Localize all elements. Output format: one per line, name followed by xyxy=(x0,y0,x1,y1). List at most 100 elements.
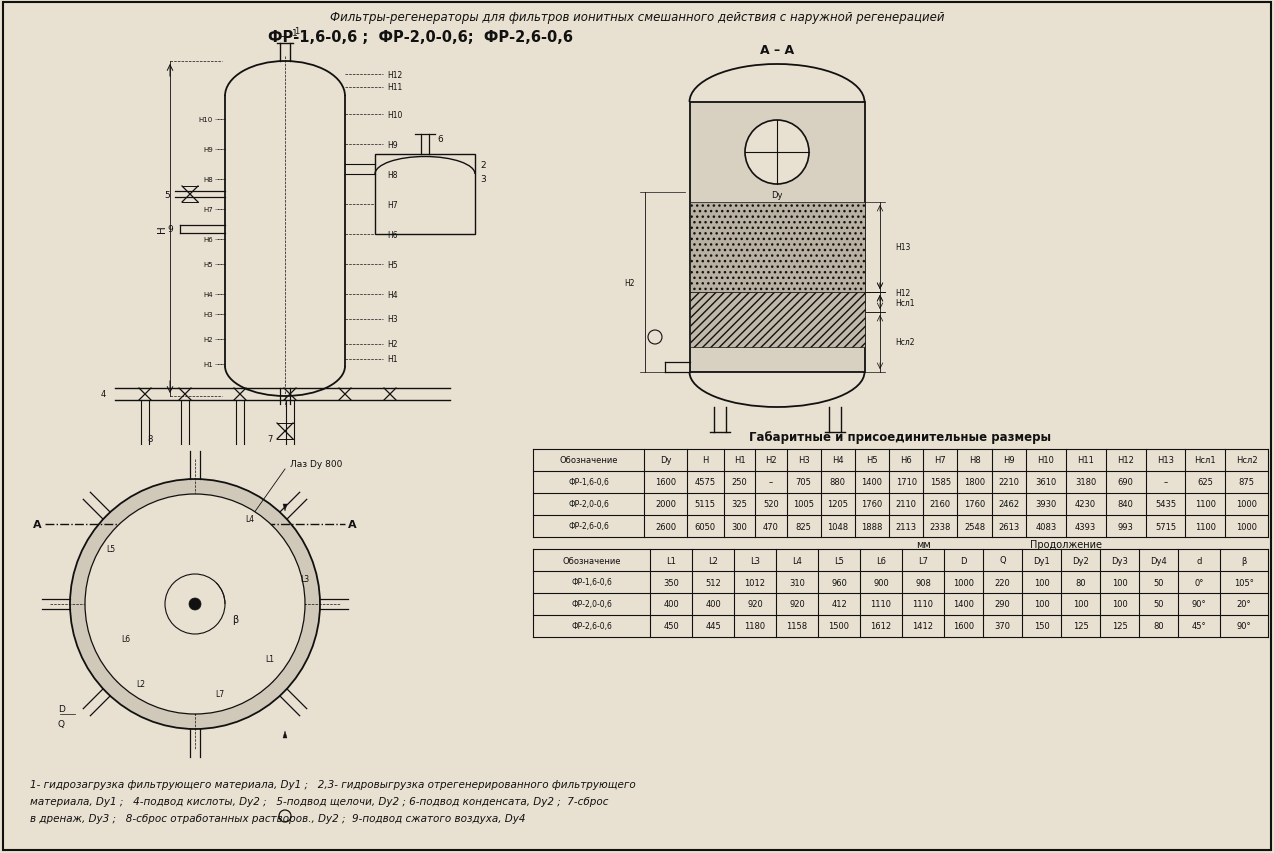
Text: H9: H9 xyxy=(387,141,397,149)
Text: H8: H8 xyxy=(387,171,397,179)
Text: Нсл1: Нсл1 xyxy=(1195,456,1217,465)
Text: L6: L6 xyxy=(121,635,130,644)
Text: Обозначение: Обозначение xyxy=(562,556,620,565)
Text: H11: H11 xyxy=(387,84,403,92)
Text: 625: 625 xyxy=(1198,478,1213,487)
Text: ФР-1,6-0,6: ФР-1,6-0,6 xyxy=(571,577,612,587)
Text: H7: H7 xyxy=(204,206,213,212)
Text: H7: H7 xyxy=(387,200,397,209)
Text: 5715: 5715 xyxy=(1154,522,1176,531)
Text: 4393: 4393 xyxy=(1075,522,1097,531)
Text: Лаз Dy 800: Лаз Dy 800 xyxy=(290,460,343,469)
Text: Н13: Н13 xyxy=(896,243,911,252)
Text: 2160: 2160 xyxy=(930,500,950,509)
Text: 3930: 3930 xyxy=(1036,500,1056,509)
Text: 9: 9 xyxy=(167,225,173,235)
Text: 5435: 5435 xyxy=(1154,500,1176,509)
Polygon shape xyxy=(283,504,287,512)
Text: 400: 400 xyxy=(664,600,679,609)
Text: H2: H2 xyxy=(387,340,397,349)
Text: Нсл2: Нсл2 xyxy=(1236,456,1257,465)
Text: ФР-2,0-0,6: ФР-2,0-0,6 xyxy=(568,500,609,509)
Text: Q: Q xyxy=(59,720,65,728)
Text: мм: мм xyxy=(916,539,931,549)
Text: H10: H10 xyxy=(387,110,403,119)
Text: 1- гидрозагрузка фильтрующего материала, Dy1 ;   2,3- гидровыгрузка отрегенериро: 1- гидрозагрузка фильтрующего материала,… xyxy=(31,779,636,789)
Text: 0°: 0° xyxy=(1194,577,1204,587)
Text: 1600: 1600 xyxy=(655,478,676,487)
Text: Dy4: Dy4 xyxy=(1150,556,1167,565)
Text: 512: 512 xyxy=(705,577,721,587)
Text: L4: L4 xyxy=(792,556,801,565)
Text: 100: 100 xyxy=(1112,600,1127,609)
Text: 45°: 45° xyxy=(1191,622,1206,630)
Text: 1: 1 xyxy=(292,30,298,38)
Text: H1: H1 xyxy=(734,456,745,465)
Text: H3: H3 xyxy=(204,311,213,317)
Text: H11: H11 xyxy=(1078,456,1094,465)
Text: H5: H5 xyxy=(204,262,213,268)
Text: H12: H12 xyxy=(387,71,403,79)
Text: 2113: 2113 xyxy=(896,522,917,531)
Text: 100: 100 xyxy=(1033,577,1050,587)
Text: 290: 290 xyxy=(995,600,1010,609)
Text: H5: H5 xyxy=(387,260,397,270)
Text: А – А: А – А xyxy=(759,44,794,56)
Text: 1500: 1500 xyxy=(828,622,850,630)
Bar xyxy=(691,103,865,373)
Text: 1100: 1100 xyxy=(1195,500,1215,509)
Text: L7: L7 xyxy=(215,690,224,699)
Text: H6: H6 xyxy=(901,456,912,465)
Text: Продолжение: Продолжение xyxy=(1029,539,1102,549)
Text: ФР-2,6-0,6: ФР-2,6-0,6 xyxy=(571,622,612,630)
Text: L5: L5 xyxy=(834,556,843,565)
Text: ФР-2,0-0,6: ФР-2,0-0,6 xyxy=(571,600,612,609)
Text: L4: L4 xyxy=(245,515,254,524)
Text: 370: 370 xyxy=(995,622,1010,630)
Text: 250: 250 xyxy=(731,478,748,487)
Text: 400: 400 xyxy=(705,600,721,609)
Text: H9: H9 xyxy=(1003,456,1014,465)
Text: H8: H8 xyxy=(204,177,213,183)
Text: L3: L3 xyxy=(299,575,310,583)
Text: 705: 705 xyxy=(796,478,812,487)
Text: L1: L1 xyxy=(265,655,274,664)
Text: H2: H2 xyxy=(204,337,213,343)
Circle shape xyxy=(745,121,809,185)
Text: 1400: 1400 xyxy=(953,600,975,609)
Text: 1000: 1000 xyxy=(1236,522,1257,531)
Text: 1800: 1800 xyxy=(964,478,985,487)
Text: 220: 220 xyxy=(995,577,1010,587)
Text: 875: 875 xyxy=(1238,478,1255,487)
Text: 880: 880 xyxy=(829,478,846,487)
Text: Dy: Dy xyxy=(771,190,782,200)
Text: 2000: 2000 xyxy=(655,500,676,509)
Text: 1110: 1110 xyxy=(912,600,934,609)
Text: H8: H8 xyxy=(968,456,981,465)
Text: –: – xyxy=(1163,478,1167,487)
Text: ФР-1,6-0,6 ;  ФР-2,0-0,6;  ФР-2,6-0,6: ФР-1,6-0,6 ; ФР-2,0-0,6; ФР-2,6-0,6 xyxy=(268,31,572,45)
Text: 3180: 3180 xyxy=(1075,478,1097,487)
Text: H4: H4 xyxy=(832,456,843,465)
Text: 90°: 90° xyxy=(1237,622,1251,630)
Text: H6: H6 xyxy=(387,230,397,239)
Text: Нсл1: Нсл1 xyxy=(896,299,915,307)
Text: 90°: 90° xyxy=(1191,600,1206,609)
Text: H3: H3 xyxy=(798,456,809,465)
Text: L6: L6 xyxy=(877,556,885,565)
Text: 125: 125 xyxy=(1112,622,1127,630)
Text: H4: H4 xyxy=(387,290,397,299)
Text: L5: L5 xyxy=(106,545,115,554)
Text: 470: 470 xyxy=(763,522,778,531)
Text: 2548: 2548 xyxy=(964,522,985,531)
Text: 6050: 6050 xyxy=(694,522,716,531)
Text: 1760: 1760 xyxy=(861,500,883,509)
Text: 1710: 1710 xyxy=(896,478,917,487)
Text: H10: H10 xyxy=(1037,456,1054,465)
Text: 450: 450 xyxy=(664,622,679,630)
Text: H: H xyxy=(157,225,167,233)
Text: 20°: 20° xyxy=(1237,600,1251,609)
Text: А: А xyxy=(33,519,42,530)
Text: материала, Dy1 ;   4-подвод кислоты, Dy2 ;   5-подвод щелочи, Dy2 ; 6-подвод кон: материала, Dy1 ; 4-подвод кислоты, Dy2 ;… xyxy=(31,796,609,806)
Text: H13: H13 xyxy=(1157,456,1173,465)
